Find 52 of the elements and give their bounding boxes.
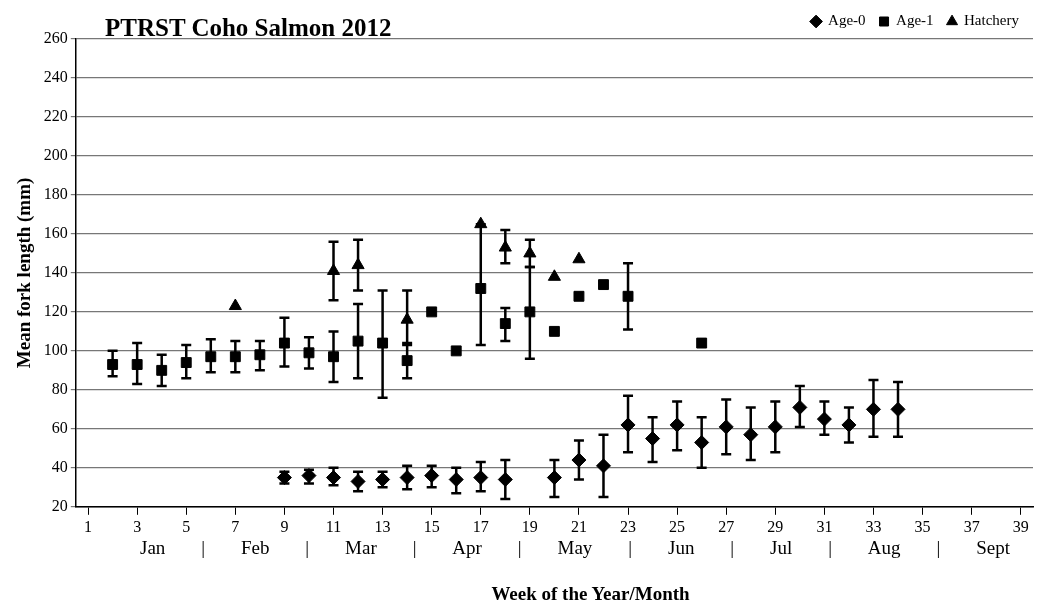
point xyxy=(352,335,364,347)
y-tick-label: 140 xyxy=(43,263,68,281)
x-tick-label: 21 xyxy=(570,517,587,535)
legend-label: Hatchery xyxy=(964,12,1020,29)
y-tick-label: 260 xyxy=(43,29,68,47)
text: Jan | Feb | Mar | Apr | May | Jun | Jul | Aug | Sept xyxy=(140,537,1010,558)
y-tick-label: 20 xyxy=(51,497,68,514)
point xyxy=(450,345,462,357)
point xyxy=(573,290,585,302)
y-tick-label: 200 xyxy=(43,146,68,164)
point xyxy=(622,290,634,302)
x-tick-label: 17 xyxy=(472,517,489,535)
y-tick-label: 40 xyxy=(51,458,68,476)
y-tick-label: 100 xyxy=(43,341,68,359)
x-tick-label: 25 xyxy=(669,517,686,535)
y-tick-label: 220 xyxy=(43,107,68,125)
x-tick-label: 11 xyxy=(325,517,342,535)
point xyxy=(303,347,315,359)
x-tick-label: 29 xyxy=(767,517,784,535)
x-tick-label: 1 xyxy=(84,517,93,535)
point xyxy=(696,337,708,349)
x-tick-label: 27 xyxy=(718,517,735,535)
y-tick-label: 160 xyxy=(43,224,68,242)
point xyxy=(598,279,609,291)
legend-label: Age-1 xyxy=(896,12,934,29)
y-axis-title: Mean fork length (mm) xyxy=(13,177,36,369)
x-axis-title: Week of the Year/Month xyxy=(491,583,690,604)
x-tick-label: 19 xyxy=(521,517,538,535)
y-tick-label: 120 xyxy=(43,302,68,320)
x-tick-label: 15 xyxy=(423,517,440,535)
x-tick-label: 3 xyxy=(133,517,142,535)
point xyxy=(228,298,242,311)
x-tick-label: 31 xyxy=(816,517,833,535)
y-tick-label: 60 xyxy=(51,419,68,437)
x-tick-label: 5 xyxy=(182,517,191,535)
point xyxy=(548,325,560,337)
x-tick-label: 37 xyxy=(963,517,980,535)
y-tick-label: 240 xyxy=(43,68,68,86)
legend-label: Age-0 xyxy=(828,12,866,29)
x-tick-label: 33 xyxy=(865,517,882,535)
x-tick-label: 13 xyxy=(374,517,391,535)
x-tick-label: 7 xyxy=(231,517,240,535)
x-tick-label: 35 xyxy=(914,517,931,535)
x-tick-label: 9 xyxy=(280,517,289,535)
point xyxy=(547,269,561,281)
y-tick-label: 180 xyxy=(43,185,68,203)
chart-title: PTRST Coho Salmon 2012 xyxy=(105,14,392,42)
point xyxy=(426,306,438,318)
x-tick-label: 39 xyxy=(1012,517,1029,535)
x-tick-label: 23 xyxy=(620,517,637,535)
point xyxy=(572,251,586,264)
y-tick-label: 80 xyxy=(51,380,68,398)
